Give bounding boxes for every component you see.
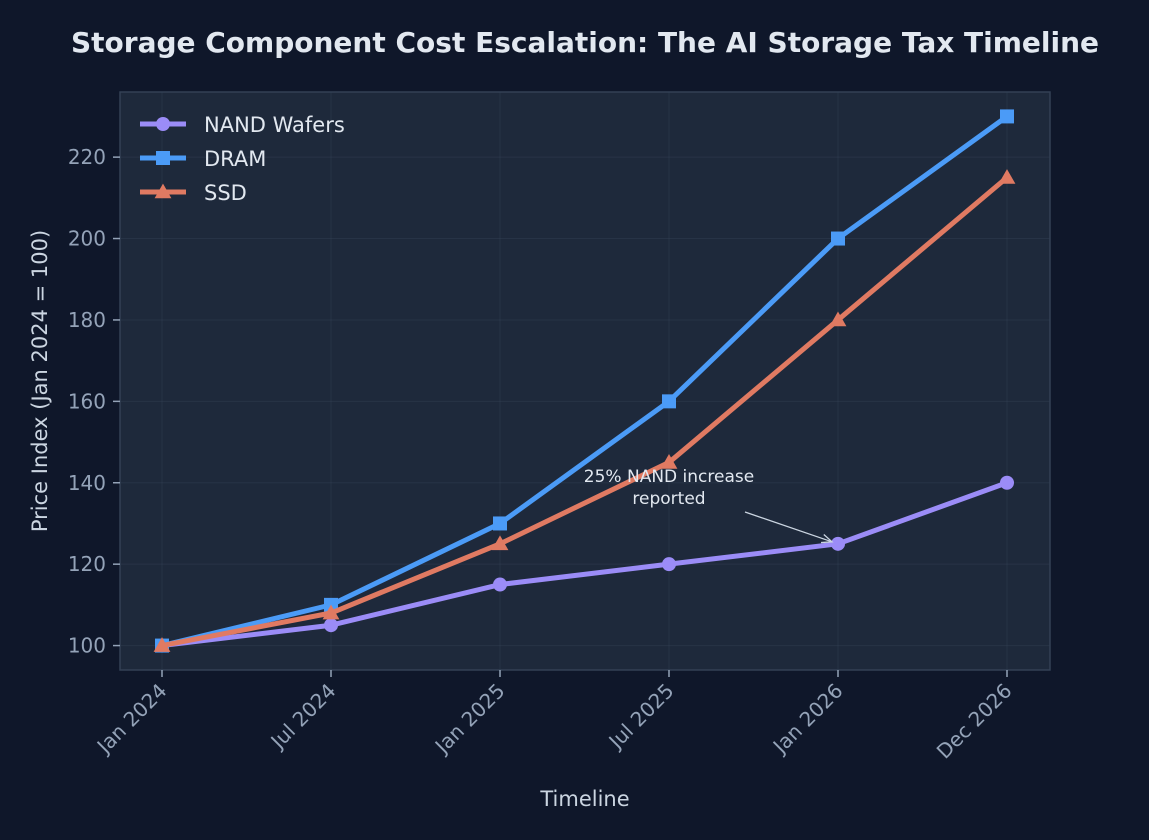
chart-title: Storage Component Cost Escalation: The A… (71, 26, 1099, 59)
x-tick-label: Jan 2025 (429, 679, 510, 760)
x-tick-label: Jul 2025 (603, 679, 679, 755)
data-point (662, 394, 676, 409)
y-tick-label: 180 (68, 308, 106, 332)
series-layer (153, 109, 1016, 653)
y-tick-label: 200 (68, 227, 106, 251)
data-point (829, 311, 847, 327)
data-point (154, 183, 172, 199)
annotation-line: reported (632, 489, 705, 509)
x-tick-label: Jan 2026 (767, 679, 848, 760)
x-tick-label: Jan 2024 (91, 679, 172, 760)
legend-label: DRAM (204, 147, 266, 171)
data-point (493, 516, 507, 531)
data-point (831, 536, 845, 551)
data-point (1000, 475, 1014, 490)
annotation-layer: 25% NAND increase reported (584, 467, 834, 544)
y-tick-label: 160 (68, 389, 106, 413)
y-tick-label: 100 (68, 634, 106, 658)
y-tick-label: 220 (68, 145, 106, 169)
data-point (324, 618, 338, 633)
y-tick-label: 140 (68, 471, 106, 495)
series-dram (155, 109, 1014, 653)
data-point (660, 454, 678, 469)
x-axis-ticks: Jan 2024 Jul 2024 Jan 2025 Jul 2025 Jan 2026… (91, 670, 1017, 763)
series-nand-wafers (155, 475, 1014, 653)
data-point (662, 557, 676, 572)
x-axis-label: Timeline (539, 787, 629, 811)
y-tick-label: 120 (68, 552, 106, 576)
series-line (159, 480, 1010, 649)
legend-entry: SSD (140, 181, 247, 205)
legend-entry: NAND Wafers (140, 113, 345, 137)
data-point (322, 604, 340, 620)
data-point (831, 231, 845, 246)
x-tick-label: Jul 2024 (265, 679, 341, 755)
legend: NAND Wafers DRAM SSD (140, 113, 345, 205)
series-line (159, 113, 1010, 649)
annotation-arrowhead (820, 533, 834, 544)
data-point (1000, 109, 1014, 124)
x-tick-label: Dec 2026 (932, 679, 1017, 764)
series-line (159, 174, 1010, 649)
series-ssd (153, 169, 1016, 652)
data-point (156, 151, 170, 165)
legend-label: NAND Wafers (204, 113, 345, 137)
legend-entry: DRAM (140, 147, 266, 171)
legend-label: SSD (204, 181, 247, 205)
data-point (491, 535, 509, 551)
y-axis-label: Price Index (Jan 2024 = 100) (28, 230, 52, 532)
annotation-text: 25% NAND increase reported (584, 467, 754, 509)
y-axis-ticks: 100 120 140 160 180 200 220 (68, 145, 120, 658)
annotation-line: 25% NAND increase (584, 467, 754, 487)
data-point (493, 577, 507, 592)
data-point (998, 169, 1016, 184)
data-point (156, 117, 170, 131)
annotation-arrow (744, 511, 833, 543)
plot-area (119, 91, 1051, 671)
grid (120, 92, 1050, 670)
data-point (153, 637, 171, 652)
